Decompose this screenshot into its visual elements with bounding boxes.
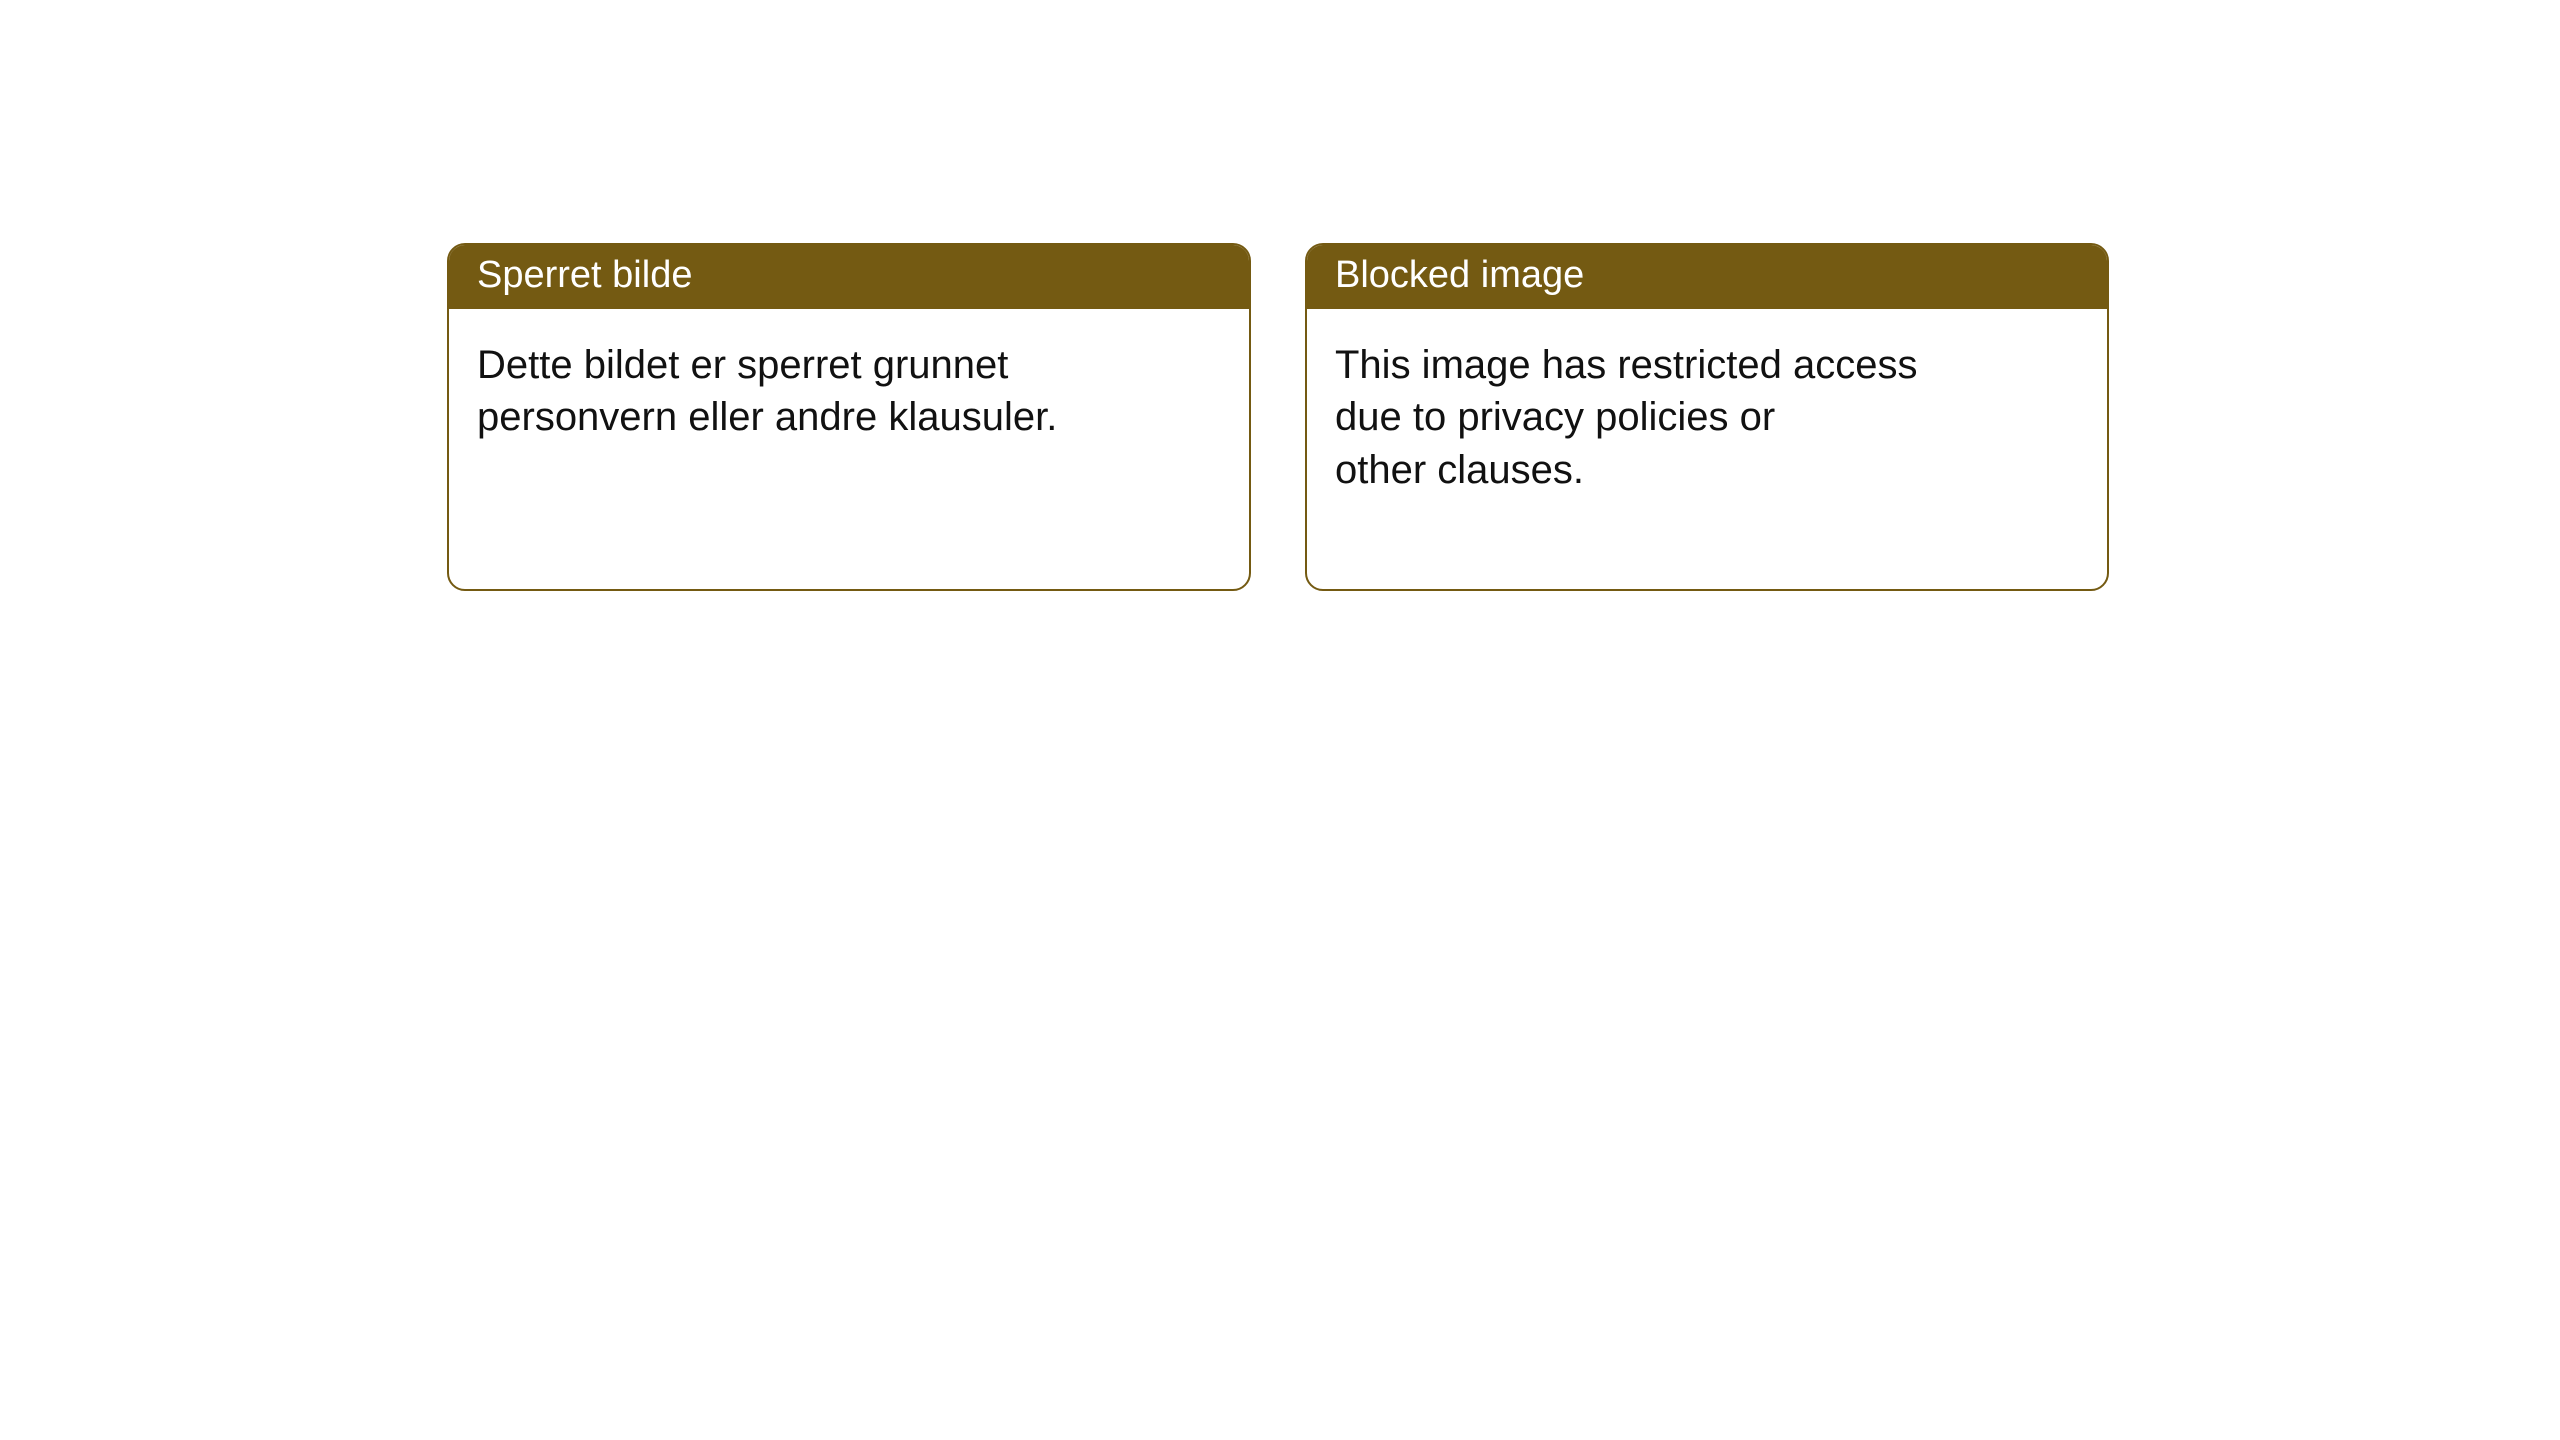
notice-body-en: This image has restricted access due to …	[1307, 309, 2107, 589]
notice-title-en: Blocked image	[1307, 245, 2107, 309]
notice-title-no: Sperret bilde	[449, 245, 1249, 309]
notice-card-no: Sperret bilde Dette bildet er sperret gr…	[447, 243, 1251, 591]
notice-body-no: Dette bildet er sperret grunnet personve…	[449, 309, 1249, 537]
notice-container: Sperret bilde Dette bildet er sperret gr…	[0, 0, 2560, 591]
notice-card-en: Blocked image This image has restricted …	[1305, 243, 2109, 591]
